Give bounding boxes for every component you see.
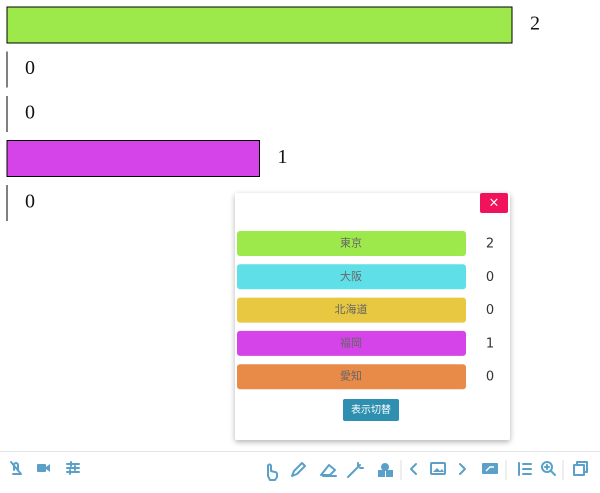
toolbar xyxy=(10,460,588,481)
settings-icon[interactable] xyxy=(66,461,80,475)
screen-share-icon[interactable] xyxy=(482,463,498,474)
popup: × 表示切替 東京 2 大阪 0 北海道 0 福岡 1 愛知 0 xyxy=(235,193,510,440)
value-label: 0 xyxy=(25,57,35,79)
list-icon[interactable] xyxy=(518,462,532,476)
category-label[interactable]: 東京 xyxy=(340,236,362,250)
value-label: 1 xyxy=(278,146,288,168)
bar-chart: 2 0 0 1 0 xyxy=(6,6,540,221)
category-count: 0 xyxy=(486,370,494,385)
category-button[interactable] xyxy=(237,364,466,390)
category-button[interactable] xyxy=(237,330,466,356)
eraser-icon[interactable] xyxy=(320,464,337,477)
value-label: 0 xyxy=(25,191,35,213)
camera-icon[interactable] xyxy=(37,464,50,472)
magic-icon[interactable] xyxy=(347,462,364,478)
value-label: 2 xyxy=(530,13,540,35)
shapes-icon[interactable] xyxy=(378,463,393,477)
category-label[interactable]: 大阪 xyxy=(340,269,362,283)
zoom-icon[interactable] xyxy=(541,461,556,476)
close-label[interactable]: × xyxy=(489,196,500,211)
category-button[interactable] xyxy=(237,297,466,323)
category-count: 1 xyxy=(486,336,494,351)
prev-icon[interactable] xyxy=(410,463,417,475)
pen-icon[interactable] xyxy=(291,462,306,477)
category-button[interactable] xyxy=(237,264,466,290)
next-icon[interactable] xyxy=(459,463,466,475)
category-count: 0 xyxy=(486,270,494,285)
close-button[interactable] xyxy=(480,193,508,213)
bar xyxy=(6,140,260,177)
category-count: 0 xyxy=(486,303,494,318)
copy-icon[interactable] xyxy=(573,461,588,476)
bar xyxy=(6,6,513,44)
category-label[interactable]: 北海道 xyxy=(335,302,368,316)
toggle-label[interactable]: 表示切替 xyxy=(351,403,391,416)
pointer-icon[interactable] xyxy=(267,463,278,481)
image-icon[interactable] xyxy=(430,462,446,475)
mic-off-icon[interactable] xyxy=(10,461,22,475)
category-label[interactable]: 愛知 xyxy=(340,369,362,383)
category-label[interactable]: 福岡 xyxy=(340,335,362,349)
toggle-button[interactable] xyxy=(343,399,399,421)
category-count: 2 xyxy=(486,237,494,252)
value-label: 0 xyxy=(25,102,35,124)
category-button[interactable] xyxy=(237,231,466,256)
